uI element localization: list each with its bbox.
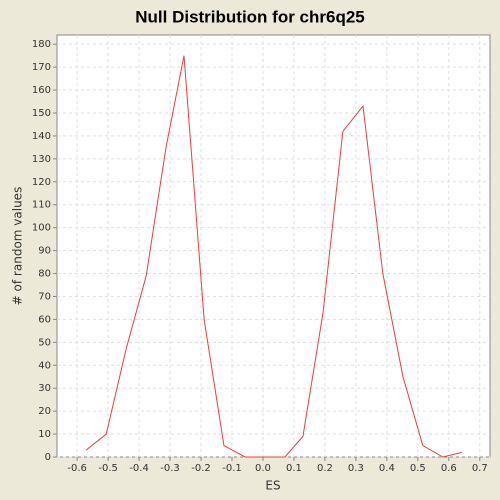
- plot-area: [56, 34, 491, 458]
- y-tick-label: 110: [32, 200, 51, 211]
- x-tick-label: -0.5: [98, 463, 118, 474]
- x-tick-label: 0.7: [472, 463, 488, 474]
- y-tick-label: 50: [38, 337, 51, 348]
- x-tick-label: -0.2: [191, 463, 211, 474]
- y-tick-label: 60: [38, 314, 51, 325]
- x-tick-label: 0.0: [255, 463, 271, 474]
- x-tick-label: 0.3: [348, 463, 364, 474]
- y-tick-label: 120: [32, 177, 51, 188]
- x-tick-label: 0.1: [286, 463, 302, 474]
- x-tick-label: 0.2: [317, 463, 333, 474]
- x-tick-label: 0.4: [379, 463, 395, 474]
- chart-title: Null Distribution for chr6q25: [135, 7, 365, 26]
- y-tick-label: 180: [32, 39, 51, 50]
- x-tick-label: 0.6: [441, 463, 457, 474]
- y-tick-label: 20: [38, 406, 51, 417]
- y-tick-label: 140: [32, 131, 51, 142]
- y-tick-label: 90: [38, 246, 51, 257]
- x-tick-label: -0.4: [129, 463, 149, 474]
- y-tick-label: 70: [38, 291, 51, 302]
- y-tick-label: 170: [32, 62, 51, 73]
- data-line: [85, 55, 462, 458]
- x-axis-label: ES: [265, 479, 280, 493]
- y-tick-label: 10: [38, 429, 51, 440]
- y-tick-label: 80: [38, 269, 51, 280]
- y-tick-label: 40: [38, 360, 51, 371]
- y-tick-label: 130: [32, 154, 51, 165]
- y-tick-label: 100: [32, 223, 51, 234]
- x-tick-label: -0.6: [67, 463, 87, 474]
- x-tick-label: -0.3: [160, 463, 180, 474]
- y-tick-label: 30: [38, 383, 51, 394]
- x-tick-label: -0.1: [222, 463, 242, 474]
- y-tick-label: 160: [32, 85, 51, 96]
- y-axis-label: # of random values: [11, 187, 25, 306]
- y-tick-label: 0: [45, 452, 51, 463]
- y-tick-label: 150: [32, 108, 51, 119]
- x-tick-label: 0.5: [410, 463, 426, 474]
